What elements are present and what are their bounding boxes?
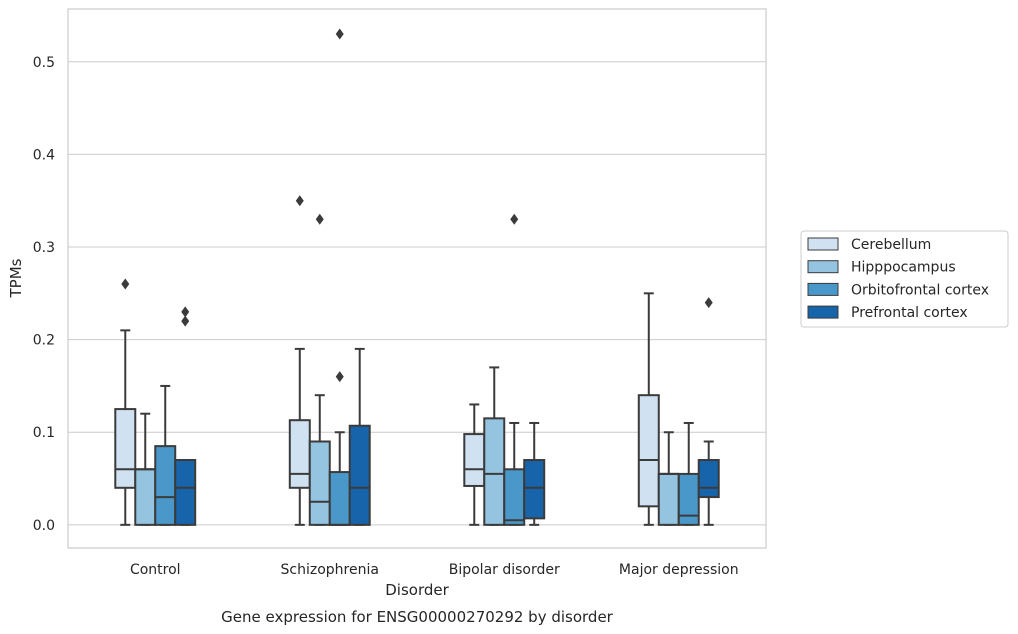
- y-tick-label: 0.0: [33, 518, 55, 534]
- box-iqr: [328, 471, 351, 526]
- legend-frame: [800, 230, 1009, 328]
- y-tick-label: 0.2: [33, 333, 55, 349]
- outlier-point: [704, 297, 713, 309]
- box-iqr: [483, 417, 506, 526]
- x-tick-label: Control: [130, 562, 181, 578]
- box-cerebellum: [288, 195, 311, 526]
- box-iqr: [154, 445, 177, 526]
- y-tick-label: 0.1: [33, 425, 55, 441]
- legend-swatch: [807, 282, 839, 296]
- box-iqr: [114, 408, 137, 489]
- legend-swatch: [807, 237, 839, 251]
- box-iqr: [134, 468, 157, 526]
- x-tick-label: Major depression: [619, 562, 739, 578]
- box-hipppocampus: [134, 412, 157, 526]
- box-iqr: [348, 424, 371, 526]
- legend-swatch: [807, 260, 839, 274]
- outlier-point: [181, 315, 190, 327]
- y-tick-label: 0.4: [33, 147, 55, 163]
- box-cerebellum: [637, 292, 660, 526]
- box-iqr: [523, 459, 546, 520]
- legend: Cerebellum Hipppocampus Orbitofrontal cort…: [800, 230, 1009, 328]
- y-axis-label: TPMs: [7, 258, 25, 298]
- y-tick-label: 0.3: [33, 240, 55, 256]
- box-hipppocampus: [308, 213, 331, 526]
- x-tick-labels: Control Schizophrenia Bipolar disorder Majo…: [130, 562, 739, 578]
- legend-label: Orbitofrontal cortex: [851, 282, 989, 298]
- box-cerebellum: [114, 278, 137, 526]
- legend-label: Prefrontal cortex: [851, 305, 968, 321]
- box-prefrontal-cortex: [348, 347, 371, 526]
- box-prefrontal-cortex: [523, 421, 546, 526]
- x-tick-label: Schizophrenia: [281, 562, 379, 578]
- box-prefrontal-cortex: [697, 297, 720, 526]
- box-iqr: [637, 394, 660, 508]
- box-cerebellum: [463, 403, 486, 526]
- y-tick-label: 0.5: [33, 55, 55, 71]
- outlier-point: [181, 306, 190, 318]
- legend-label: Hipppocampus: [851, 260, 956, 276]
- x-axis-label: Disorder: [385, 581, 449, 599]
- box-orbitofrontal-cortex: [154, 384, 177, 526]
- outlier-point: [335, 371, 344, 383]
- box-orbitofrontal-cortex: [503, 213, 526, 526]
- outlier-point: [335, 28, 344, 40]
- box-iqr: [503, 468, 526, 526]
- box-prefrontal-cortex: [174, 306, 197, 526]
- boxes: [114, 28, 720, 526]
- legend-label: Cerebellum: [851, 237, 931, 253]
- outlier-point: [510, 213, 519, 225]
- figure-caption: Gene expression for ENSG00000270292 by d…: [221, 608, 614, 626]
- box-iqr: [677, 472, 700, 526]
- y-tick-labels: 0.0 0.1 0.2 0.3 0.4 0.5: [33, 55, 55, 534]
- outlier-point: [295, 195, 304, 207]
- box-hipppocampus: [657, 431, 680, 526]
- box-iqr: [657, 472, 680, 526]
- box-iqr: [174, 459, 197, 526]
- outlier-point: [315, 213, 324, 225]
- box-orbitofrontal-cortex: [677, 421, 700, 526]
- box-iqr: [697, 459, 720, 499]
- box-iqr: [463, 433, 486, 487]
- outlier-point: [121, 278, 130, 290]
- box-iqr: [308, 440, 331, 526]
- box-iqr: [288, 419, 311, 489]
- legend-swatch: [807, 305, 839, 319]
- x-tick-label: Bipolar disorder: [449, 562, 560, 578]
- box-hipppocampus: [483, 366, 506, 526]
- plot-area-frame: [67, 8, 767, 549]
- box-orbitofrontal-cortex: [328, 28, 351, 526]
